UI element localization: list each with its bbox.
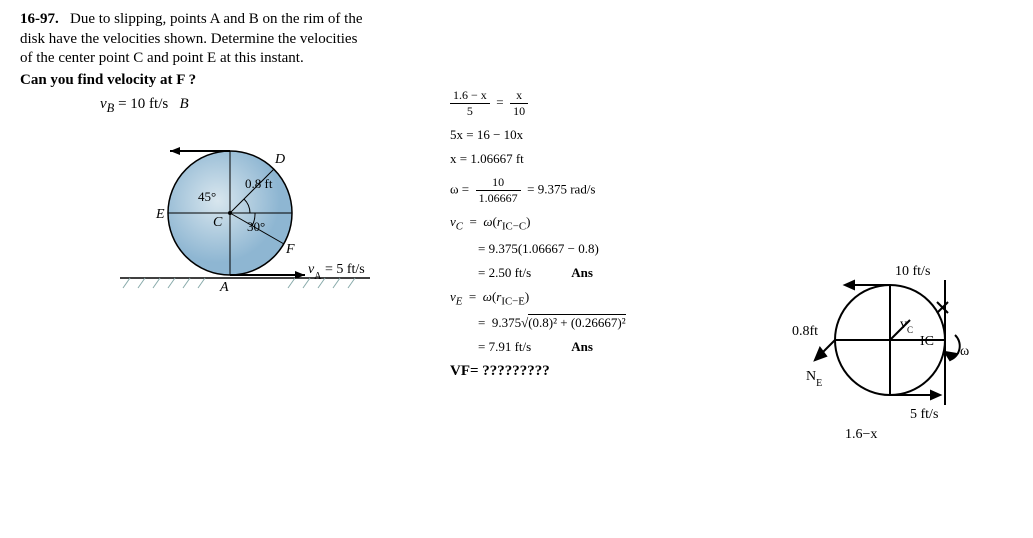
vb-caption: vB = v_B = 10 ft/s10 ft/s B <box>100 96 450 116</box>
vf-question: VF= ????????? <box>450 363 790 380</box>
solution-work: 1.6 − x5 = x10 5x = 16 − 10x x = 1.06667… <box>450 80 790 388</box>
problem-number: 16-97. <box>20 11 59 27</box>
hand-sketch: 10 ft/s 0.8ft IC vC NE ω 5 ft/s 1.6−x <box>790 240 990 450</box>
sk-omega: ω <box>960 344 969 359</box>
sk-top: 10 ft/s <box>895 264 930 279</box>
problem-line2: disk have the velocities shown. Determin… <box>20 31 357 47</box>
sk-vc: vC <box>900 317 913 335</box>
label-radius: 0.8 ft <box>245 176 273 191</box>
label-F: F <box>285 242 295 257</box>
label-D: D <box>274 152 285 167</box>
sk-ic: IC <box>920 334 934 349</box>
sk-left: 0.8ft <box>792 324 818 339</box>
label-A: A <box>219 280 229 295</box>
problem-line3: of the center point C and point E at thi… <box>20 50 304 66</box>
sk-ne: NE <box>806 369 822 389</box>
label-C: C <box>213 215 223 230</box>
sk-x: 1.6−x <box>845 427 877 442</box>
label-E: E <box>155 207 165 222</box>
label-30: 30° <box>247 219 265 234</box>
problem-line1: Due to slipping, points A and B on the r… <box>70 11 363 27</box>
label-45: 45° <box>198 189 216 204</box>
sk-va: 5 ft/s <box>910 407 938 422</box>
disk-figure: D 0.8 ft 45° E C 30° F A vA = 5 ft/s <box>100 118 380 298</box>
